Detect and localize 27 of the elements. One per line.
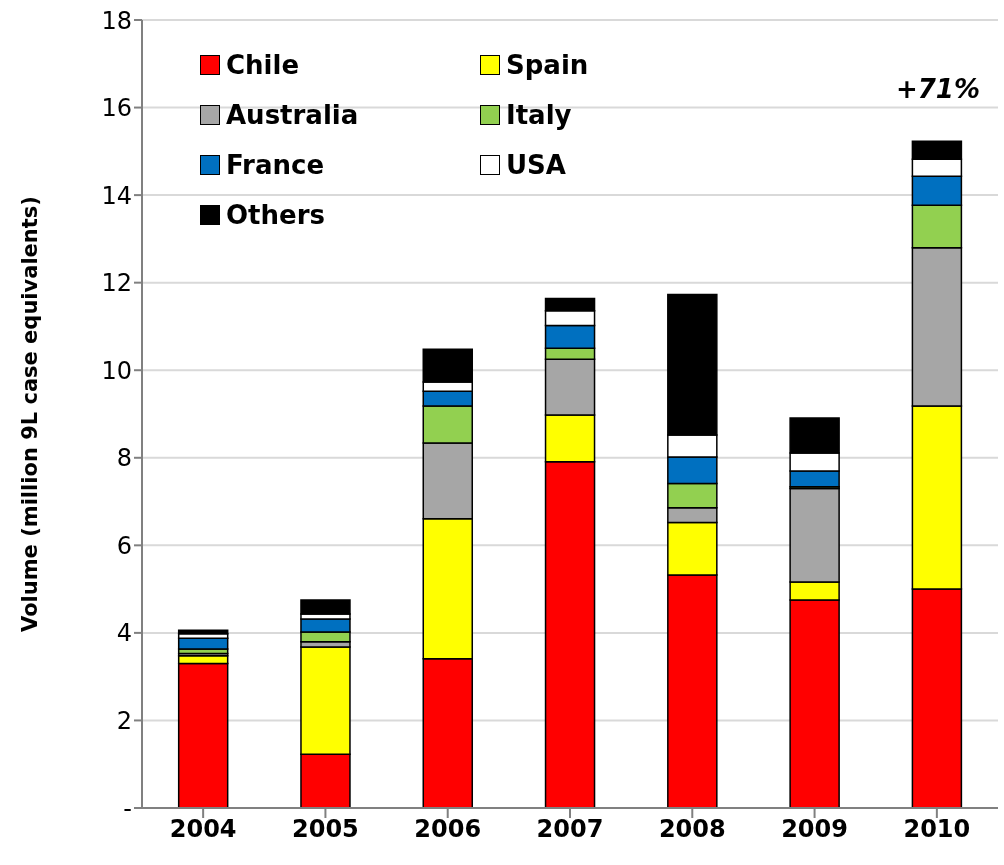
y-tick-label: 16 xyxy=(101,94,132,123)
y-tick-label: 12 xyxy=(101,269,132,298)
y-tick-label: 4 xyxy=(116,619,132,648)
y-axis-title: Volume (million 9L case equivalents) xyxy=(18,196,43,632)
y-tick-label: 14 xyxy=(101,181,132,210)
x-tick-label: 2004 xyxy=(169,815,237,844)
y-tick-label: - xyxy=(123,794,132,823)
y-tick-label: 18 xyxy=(101,6,132,35)
legend-label: Italy xyxy=(506,100,572,130)
y-tick-label: 2 xyxy=(116,706,132,735)
y-tick-label: 8 xyxy=(116,444,132,473)
y-tick-label: 10 xyxy=(101,356,132,385)
annotation: +71% xyxy=(895,74,980,104)
legend-label: Spain xyxy=(506,50,589,80)
x-tick-label: 2008 xyxy=(658,815,726,844)
legend-label: Chile xyxy=(226,50,300,80)
x-tick-label: 2010 xyxy=(903,815,971,844)
legend-label: Australia xyxy=(226,100,359,130)
legend-label: Others xyxy=(226,200,325,230)
bar xyxy=(177,629,229,635)
x-tick-label: 2009 xyxy=(781,815,848,844)
x-tick-label: 2007 xyxy=(536,815,604,844)
x-tick-label: 2006 xyxy=(414,815,482,844)
legend-label: USA xyxy=(506,150,566,180)
y-tick-label: 6 xyxy=(116,531,132,560)
legend-label: France xyxy=(226,150,325,180)
x-tick-label: 2005 xyxy=(292,815,359,844)
